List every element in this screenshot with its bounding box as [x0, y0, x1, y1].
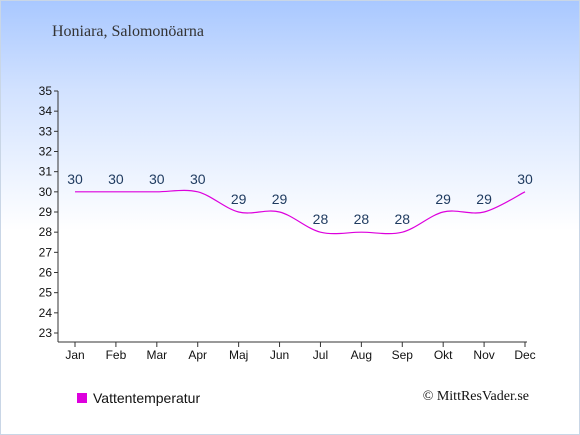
y-tick-label: 26 [39, 266, 53, 280]
y-tick-label: 24 [39, 306, 53, 320]
y-tick-label: 29 [39, 205, 53, 219]
x-tick-label: Apr [188, 348, 207, 362]
data-label: 29 [272, 191, 288, 207]
y-tick-label: 32 [39, 145, 53, 159]
data-label: 29 [435, 191, 451, 207]
x-tick-label: Jun [270, 348, 289, 362]
legend-swatch [77, 393, 87, 403]
y-tick-label: 30 [39, 185, 53, 199]
data-label: 30 [517, 171, 533, 187]
y-tick-label: 34 [39, 104, 53, 118]
copyright-notice: © MittResVader.se [422, 389, 529, 404]
y-tick-label: 35 [39, 84, 53, 98]
x-tick-label: Aug [351, 348, 372, 362]
legend-label: Vattentemperatur [93, 390, 201, 406]
y-tick-label: 27 [39, 245, 53, 259]
series-line-vattentemperatur [75, 189, 526, 235]
data-label: 28 [354, 211, 370, 227]
x-tick-label: Nov [473, 348, 494, 362]
x-tick-label: Feb [106, 348, 127, 362]
legend: Vattentemperatur [77, 390, 200, 406]
y-tick-label: 23 [39, 326, 53, 340]
data-label: 30 [149, 171, 165, 187]
y-tick-label: 28 [39, 225, 53, 239]
series-group [75, 189, 526, 235]
x-tick-label: Jul [313, 348, 328, 362]
data-label: 30 [67, 171, 83, 187]
y-tick-label: 25 [39, 286, 53, 300]
data-label: 30 [190, 171, 206, 187]
x-tick-label: Okt [434, 348, 453, 362]
x-tick-label: Mar [146, 348, 167, 362]
data-label: 30 [108, 171, 124, 187]
axes: 23 24 25 26 27 28 29 30 31 32 33 34 35 Jan Feb Mar Apr Ma… [39, 84, 536, 362]
data-labels: 30 30 30 30 29 29 28 28 28 29 29 30 [67, 171, 533, 227]
x-tick-label: Dec [514, 348, 535, 362]
data-label: 29 [231, 191, 247, 207]
x-tick-label: Sep [392, 348, 414, 362]
y-tick-label: 31 [39, 165, 53, 179]
data-label: 28 [313, 211, 329, 227]
x-tick-label: Jan [65, 348, 84, 362]
y-tick-label: 33 [39, 124, 53, 138]
location-title: Honiara, Salomonöarna [52, 23, 204, 40]
data-label: 29 [476, 191, 492, 207]
x-tick-label: Maj [229, 348, 248, 362]
data-label: 28 [394, 211, 410, 227]
